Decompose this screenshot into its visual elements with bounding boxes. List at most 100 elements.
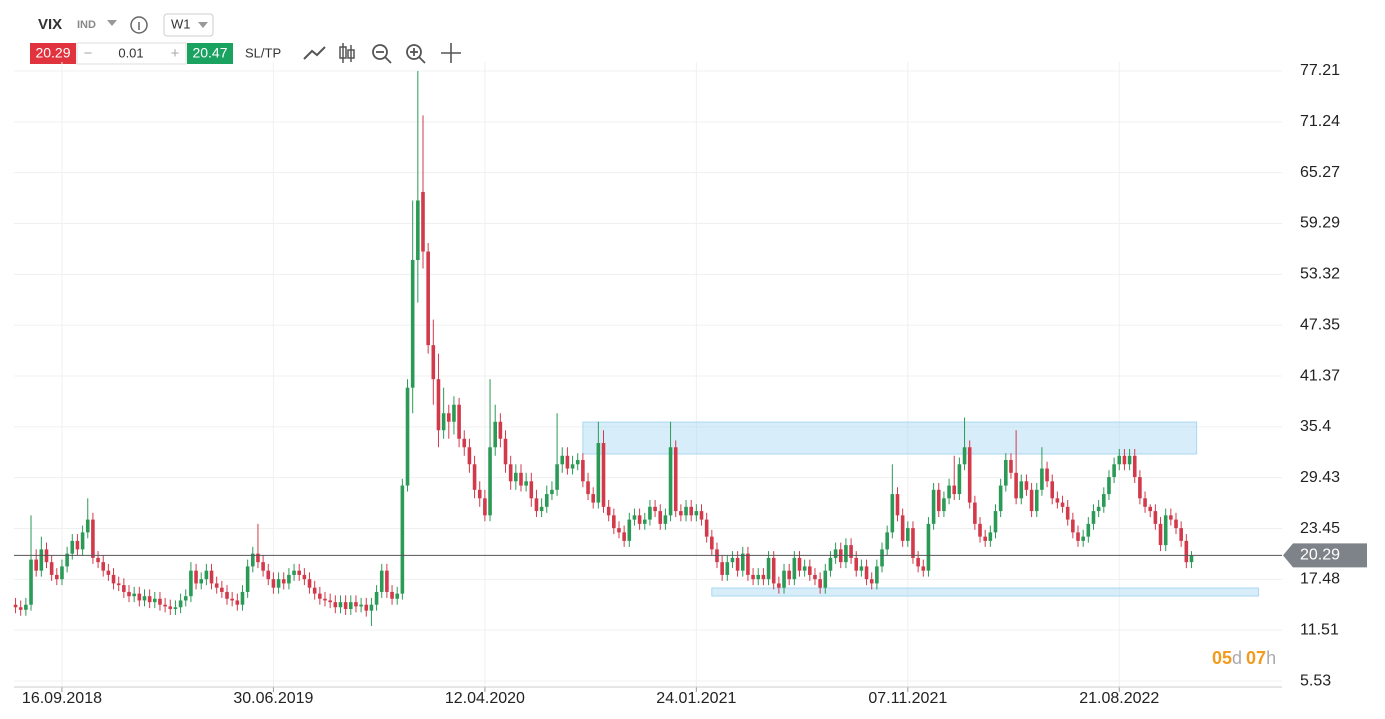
candle-body: [400, 485, 405, 594]
candle-icon[interactable]: [339, 43, 355, 63]
candle-body: [1040, 468, 1044, 490]
candle-body: [1009, 460, 1013, 473]
zoom-in-icon[interactable]: [406, 44, 426, 64]
candle-body: [364, 604, 369, 611]
bid-box[interactable]: [30, 43, 76, 64]
y-tick-label: 47.35: [1300, 316, 1340, 333]
candle-body: [890, 494, 895, 533]
candle-body: [1091, 511, 1096, 524]
candle-body: [673, 447, 678, 512]
candle-body: [875, 566, 879, 584]
candle-body: [777, 583, 781, 588]
candle-body: [49, 562, 54, 575]
candle-body: [281, 579, 286, 584]
candle-body: [312, 587, 317, 594]
candle-body: [952, 485, 957, 495]
candle-body: [1086, 523, 1091, 537]
minus[interactable]: −: [84, 45, 93, 62]
candle-body: [348, 602, 353, 609]
candle-body: [369, 604, 374, 611]
candle-body: [70, 540, 75, 554]
candle-body: [1174, 519, 1178, 529]
candle-body: [142, 596, 147, 601]
candle-body: [751, 574, 755, 580]
candle-body: [379, 570, 384, 592]
lot-box[interactable]: [76, 42, 187, 65]
candle-body: [550, 489, 554, 495]
candle-body: [746, 553, 750, 575]
candle-body: [266, 570, 271, 580]
candle-body: [1029, 489, 1034, 512]
candle-body: [792, 557, 797, 580]
candle-body: [462, 438, 467, 448]
sltp-button[interactable]: SL/TP: [245, 45, 281, 60]
candle-body: [13, 604, 18, 608]
y-tick-label: 35.4: [1300, 418, 1331, 435]
pan-icon[interactable]: [441, 43, 461, 63]
candle-body: [539, 506, 544, 512]
candle-body: [565, 455, 570, 469]
candle-body: [163, 604, 167, 607]
candle-body: [998, 485, 1003, 512]
candle-body: [18, 607, 23, 610]
candle-body: [307, 579, 312, 588]
y-tick-label: 23.45: [1300, 520, 1340, 537]
candle-body: [617, 528, 621, 533]
candle-body: [483, 498, 487, 516]
candle-body: [818, 579, 822, 588]
price-zone: [582, 421, 1198, 455]
candle-body: [591, 494, 595, 503]
candle-body: [740, 553, 745, 571]
candle-body: [880, 549, 884, 567]
candle-body: [957, 464, 962, 495]
info-icon[interactable]: [130, 16, 148, 34]
candle-body: [1076, 532, 1080, 541]
candle-body: [230, 598, 234, 601]
candle-body: [137, 593, 142, 601]
candle-body: [122, 585, 126, 592]
candle-body: [318, 593, 322, 599]
candle-body: [859, 566, 864, 571]
candle-body: [813, 574, 817, 580]
candle-body: [911, 528, 915, 558]
x-tick-label: 24.01.2021: [656, 690, 736, 707]
candle-body: [1158, 523, 1163, 546]
plot-area: 77.21 71.24 65.27 59.29 53.32 47.35 41.37 35.4 2…: [13, 62, 1367, 707]
candle-body: [983, 536, 987, 541]
candle-body: [405, 387, 410, 486]
price-zone: [711, 587, 1260, 597]
countdown-hours: 07: [1246, 648, 1266, 668]
timeframe-select[interactable]: [163, 13, 214, 37]
line-chart-icon[interactable]: [303, 46, 326, 60]
candle-body: [127, 591, 131, 597]
candle-body: [1184, 540, 1189, 563]
candle-body: [802, 566, 807, 571]
candle-body: [1138, 477, 1142, 499]
candle-body: [637, 515, 642, 524]
candle-body: [581, 460, 585, 482]
candle-body: [936, 489, 941, 512]
candle-body: [209, 570, 214, 584]
candle-body: [1060, 502, 1065, 507]
candle-body: [91, 519, 95, 558]
candle-body: [1004, 460, 1008, 486]
candle-body: [519, 472, 523, 486]
candle-body: [189, 570, 193, 597]
candle-body: [240, 591, 245, 605]
candle-body: [302, 574, 307, 580]
x-tick-label: 30.06.2019: [233, 690, 313, 707]
candle-body: [75, 540, 80, 550]
x-tick-label: 12.04.2020: [445, 690, 525, 707]
zoom-out-icon[interactable]: [372, 44, 392, 64]
candle-body: [988, 532, 993, 541]
ask-box[interactable]: [187, 43, 233, 64]
plus[interactable]: +: [171, 45, 180, 62]
candle-body: [395, 593, 400, 599]
candle-body: [426, 251, 430, 346]
dropdown-arrow[interactable]: [107, 20, 117, 26]
symbol[interactable]: VIX: [38, 16, 62, 33]
candle-body: [287, 574, 291, 584]
candle-body: [632, 515, 637, 520]
candle-body: [214, 583, 219, 588]
